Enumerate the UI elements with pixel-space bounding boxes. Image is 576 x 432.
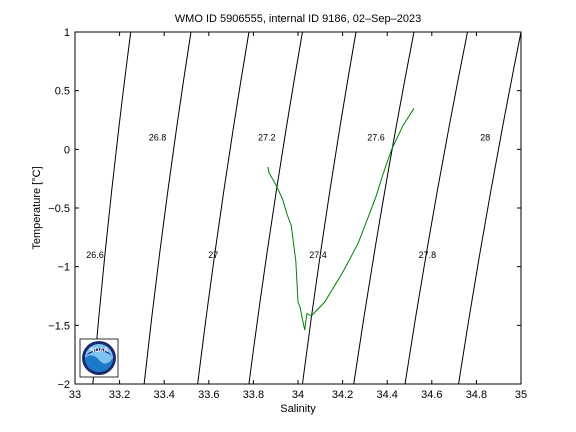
y-axis-label: Temperature [°C] [31, 166, 43, 249]
density-contour-line [197, 31, 250, 385]
x-tick-label: 34.2 [332, 389, 353, 401]
y-tick-label: −1 [57, 262, 70, 274]
axes-frame [74, 31, 522, 385]
x-tick-label: 33.8 [243, 389, 264, 401]
data-series [267, 108, 415, 331]
contour-label: 26.6 [86, 250, 104, 260]
contour-label: 27.2 [258, 133, 276, 143]
logo-bird-icon [86, 348, 112, 356]
density-contour-line [404, 31, 468, 385]
logo-text: NOAA [90, 348, 108, 354]
x-tick-label: 34.4 [376, 389, 397, 401]
y-tick-label: −1.5 [48, 320, 70, 332]
density-contour-line [248, 31, 303, 385]
x-axis-label: Salinity [280, 403, 316, 415]
contour-label: 27.8 [419, 250, 437, 260]
y-tick-label: 0.5 [55, 86, 70, 98]
x-tick-label: 34.8 [466, 389, 487, 401]
contour-label: 27 [208, 250, 218, 260]
x-tick-label: 33.6 [198, 389, 219, 401]
x-tick-label: 33.2 [109, 389, 130, 401]
y-tick-label: −2 [57, 379, 70, 391]
y-tick-label: 0 [64, 144, 70, 156]
x-tick-label: 33.4 [153, 389, 174, 401]
chart-title: WMO ID 5906555, internal ID 9186, 02–Sep… [175, 13, 421, 25]
contour-label: 27.6 [367, 133, 385, 143]
contour-label: 26.8 [149, 133, 167, 143]
density-contour-line [458, 31, 522, 385]
logo-wave [85, 355, 113, 372]
y-tick-label: 1 [64, 27, 70, 39]
y-tick-label: −0.5 [48, 203, 70, 215]
density-contours: 26.6 26.8 27 27.2 27.4 27.6 27.8 28 [86, 31, 522, 385]
contour-label: 28 [480, 133, 490, 143]
x-tick-label: 35 [515, 389, 527, 401]
x-tick-label: 34.6 [421, 389, 442, 401]
density-contour-line [301, 31, 357, 385]
density-contour-line [143, 31, 192, 385]
x-tick-label: 33 [69, 389, 81, 401]
axis-ticks: 33 33.2 33.4 33.6 33.8 34 34.2 34.4 34.6 34.8 35 −2… [48, 27, 527, 401]
density-contour-line [353, 31, 415, 385]
density-contour-line [92, 31, 132, 385]
profile-line [267, 108, 415, 331]
noaa-logo: NOAA [79, 338, 119, 378]
contour-label: 27.4 [309, 250, 327, 260]
x-tick-label: 34 [292, 389, 304, 401]
